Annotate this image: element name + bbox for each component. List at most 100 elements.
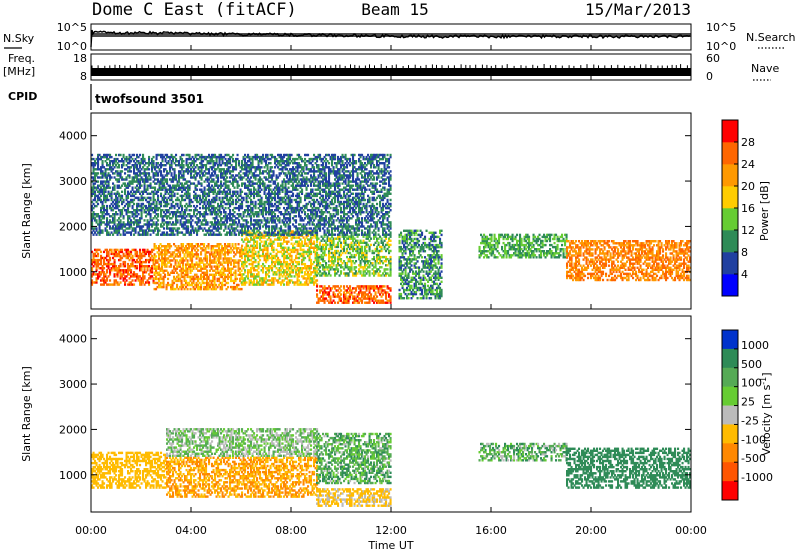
heatmap-cell bbox=[174, 277, 177, 281]
heatmap-cell bbox=[101, 265, 104, 268]
heatmap-cell bbox=[170, 271, 173, 274]
heatmap-cell bbox=[505, 237, 508, 241]
heatmap-cell bbox=[570, 258, 573, 261]
heatmap-cell bbox=[158, 247, 161, 250]
heatmap-cell bbox=[325, 247, 328, 251]
heatmap-cell bbox=[128, 281, 131, 284]
heatmap-cell bbox=[659, 246, 662, 249]
heatmap-cell bbox=[301, 254, 304, 258]
heatmap-cell bbox=[611, 240, 614, 243]
heatmap-cell bbox=[185, 265, 188, 268]
heatmap-cell bbox=[511, 243, 514, 247]
heatmap-cell bbox=[271, 260, 274, 264]
heatmap-cell bbox=[567, 252, 570, 255]
heatmap-cell bbox=[499, 235, 502, 239]
heatmap-cell bbox=[358, 247, 361, 251]
heatmap-cell bbox=[337, 258, 340, 261]
heatmap-cell bbox=[92, 164, 95, 167]
heatmap-cell bbox=[186, 253, 189, 256]
heatmap-cell bbox=[225, 257, 228, 260]
heatmap-cell bbox=[343, 285, 346, 288]
heatmap-cell bbox=[380, 301, 383, 304]
heatmap-cell bbox=[669, 256, 672, 259]
heatmap-cell bbox=[257, 254, 260, 258]
heatmap-cell bbox=[101, 206, 104, 210]
heatmap-cell bbox=[412, 278, 415, 281]
heatmap-cell bbox=[532, 237, 535, 241]
heatmap-cell bbox=[677, 254, 680, 257]
heatmap-cell bbox=[100, 182, 103, 185]
heatmap-cell bbox=[627, 246, 630, 249]
heatmap-cell bbox=[95, 157, 98, 161]
heatmap-cell bbox=[100, 211, 103, 214]
heatmap-cell bbox=[386, 258, 389, 261]
heatmap-cell bbox=[94, 192, 97, 195]
heatmap-cell bbox=[167, 283, 170, 287]
heatmap-cell bbox=[353, 262, 356, 265]
heatmap-cell bbox=[176, 255, 179, 258]
heatmap-cell bbox=[313, 242, 316, 245]
heatmap-cell bbox=[323, 235, 326, 238]
heatmap-cell bbox=[680, 248, 683, 251]
heatmap-cell bbox=[265, 267, 268, 270]
heatmap-cell bbox=[244, 277, 247, 280]
heatmap-cell bbox=[95, 168, 98, 171]
heatmap-cell bbox=[118, 271, 121, 274]
heatmap-cell bbox=[635, 278, 638, 282]
heatmap-cell bbox=[507, 241, 510, 245]
nave-tick-top: 60 bbox=[706, 52, 720, 65]
heatmap-cell bbox=[657, 254, 660, 257]
heatmap-cell bbox=[156, 267, 159, 270]
heatmap-cell bbox=[433, 258, 436, 261]
heatmap-cell bbox=[286, 256, 289, 260]
heatmap-cell bbox=[124, 269, 127, 272]
heatmap-cell bbox=[265, 254, 268, 258]
heatmap-cell bbox=[582, 264, 585, 267]
heatmap-cell bbox=[265, 246, 268, 249]
heatmap-cell bbox=[290, 258, 293, 262]
heatmap-cell bbox=[406, 286, 409, 290]
heatmap-cell bbox=[116, 252, 119, 256]
heatmap-cell bbox=[91, 269, 94, 272]
heatmap-cell bbox=[335, 249, 338, 253]
heatmap-cell bbox=[340, 245, 343, 249]
nsky-fill bbox=[91, 33, 691, 37]
heatmap-cell bbox=[388, 249, 391, 253]
heatmap-cell bbox=[95, 277, 98, 280]
heatmap-cell bbox=[653, 276, 656, 280]
heatmap-cell bbox=[236, 277, 239, 281]
heatmap-cell bbox=[308, 279, 311, 282]
heatmap-cell bbox=[186, 273, 189, 276]
heatmap-cell bbox=[262, 271, 265, 274]
heatmap-cell bbox=[204, 271, 207, 274]
heatmap-cell bbox=[359, 255, 362, 259]
heatmap-cell bbox=[200, 287, 203, 291]
heatmap-cell bbox=[367, 237, 370, 240]
heatmap-cell bbox=[648, 264, 651, 267]
heatmap-cell bbox=[401, 252, 404, 255]
heatmap-cell bbox=[332, 239, 335, 242]
heatmap-cell bbox=[623, 246, 626, 249]
heatmap-cell bbox=[317, 260, 320, 263]
heatmap-cell bbox=[130, 252, 133, 256]
heatmap-cell bbox=[192, 279, 195, 283]
heatmap-cell bbox=[100, 166, 103, 169]
heatmap-cell bbox=[284, 254, 287, 258]
heatmap-cell bbox=[158, 249, 161, 252]
heatmap-cell bbox=[176, 253, 179, 256]
heatmap-cell bbox=[319, 285, 322, 288]
heatmap-cell bbox=[362, 255, 365, 259]
heatmap-cell bbox=[575, 276, 578, 280]
heatmap-cell bbox=[535, 250, 538, 253]
heatmap-cell bbox=[665, 260, 668, 263]
heatmap-cell bbox=[171, 259, 174, 262]
heatmap-cell bbox=[295, 271, 298, 274]
heatmap-cell bbox=[371, 264, 374, 267]
heatmap-cell bbox=[349, 293, 352, 296]
heatmap-cell bbox=[170, 265, 173, 268]
heatmap-cell bbox=[280, 242, 283, 245]
heatmap-cell bbox=[329, 301, 332, 304]
heatmap-cell bbox=[538, 254, 541, 257]
heatmap-cell bbox=[359, 249, 362, 253]
heatmap-cell bbox=[244, 246, 247, 249]
